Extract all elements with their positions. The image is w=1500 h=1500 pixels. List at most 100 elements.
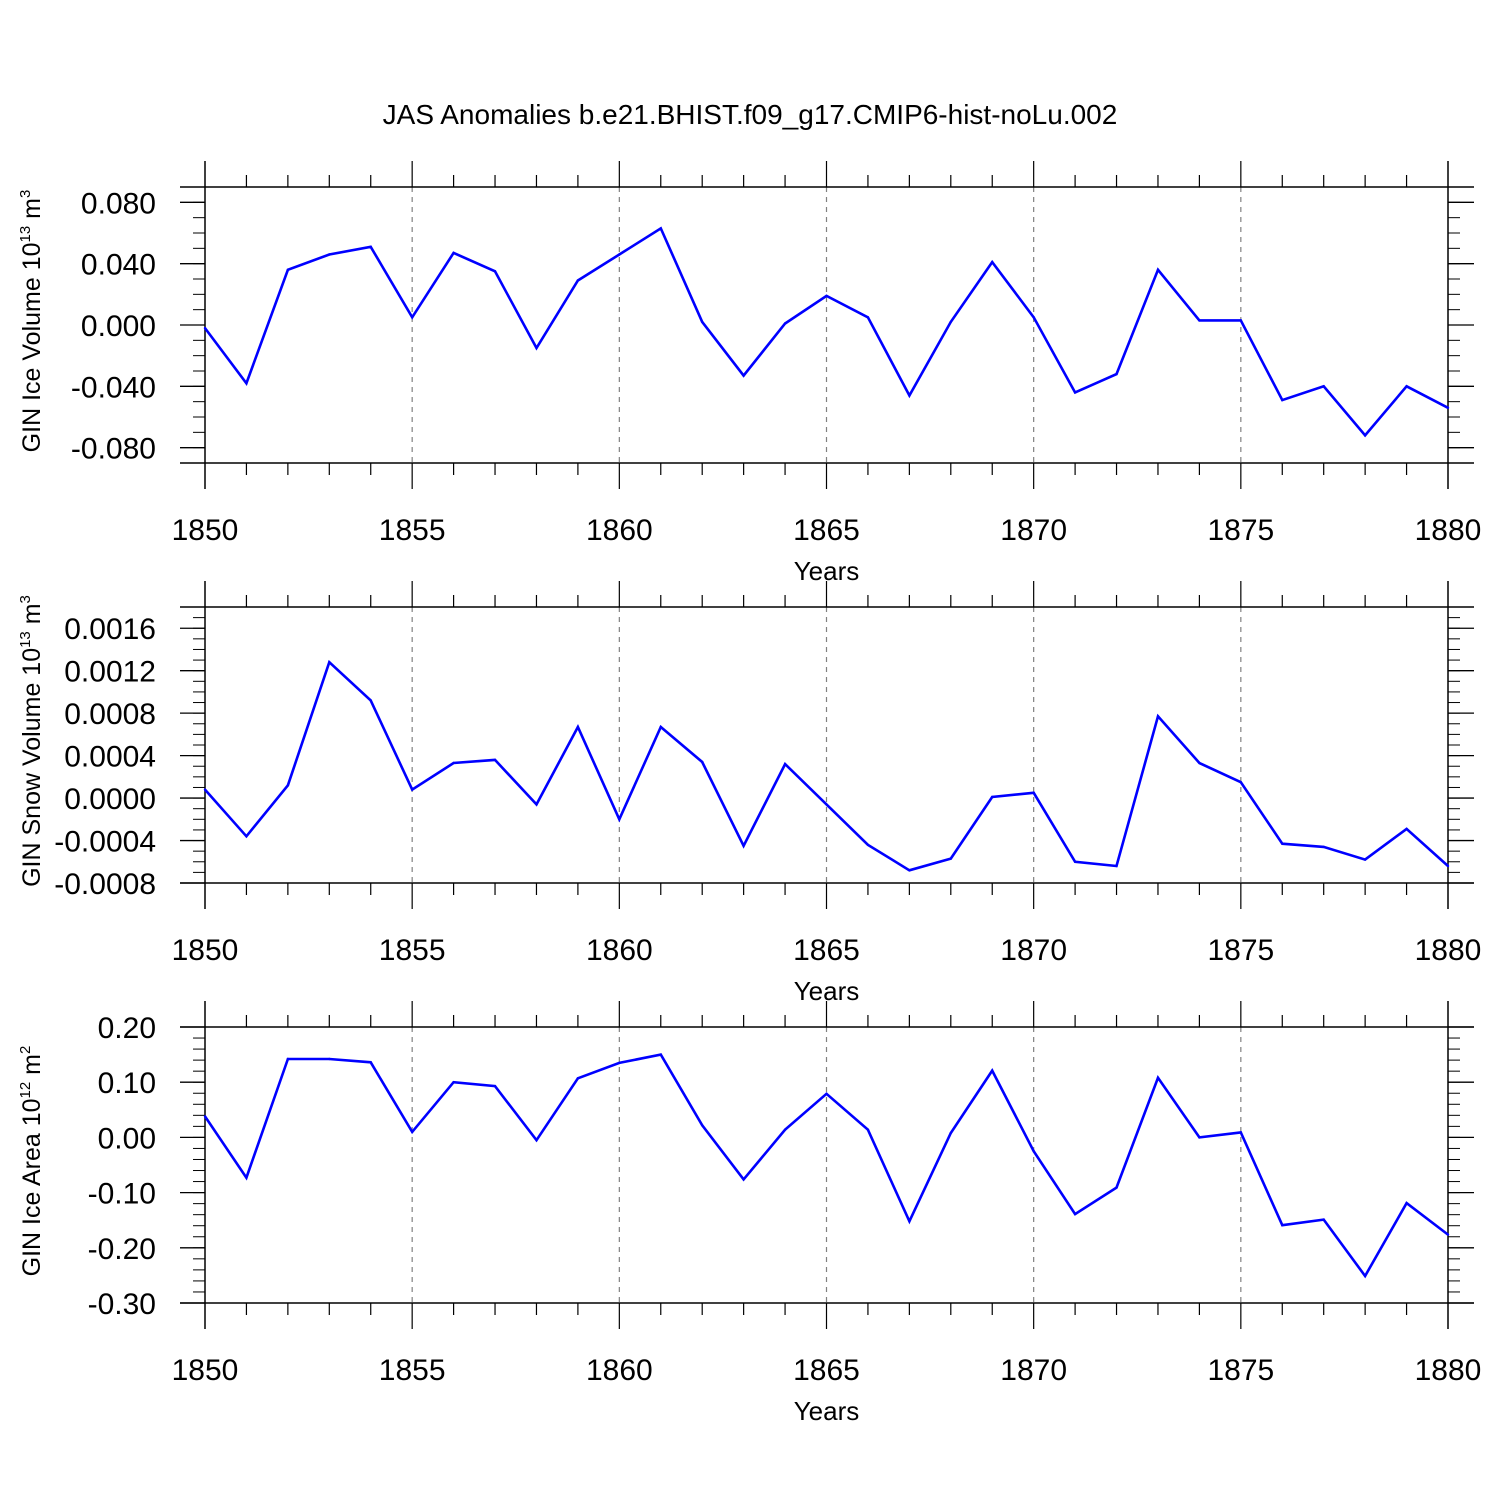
data-point — [908, 394, 911, 397]
data-point — [866, 316, 870, 319]
x-tick-label: 1875 — [1207, 934, 1274, 967]
data-point — [1115, 372, 1118, 376]
data-point — [1156, 715, 1160, 718]
data-point — [701, 320, 704, 324]
data-point — [535, 803, 538, 806]
data-point — [991, 1069, 994, 1072]
data-point — [452, 251, 455, 255]
y-axis-title: GIN Snow Volume 1013 m3 — [17, 595, 46, 887]
data-point — [701, 1124, 704, 1127]
data-point — [411, 1130, 414, 1134]
data-point — [1281, 842, 1284, 845]
data-point — [369, 1061, 372, 1064]
y-axis-title-main: GIN Ice Volume 10 — [18, 242, 46, 452]
x-tick-label: 1855 — [379, 1354, 446, 1387]
data-point — [576, 279, 580, 282]
data-point — [328, 1057, 331, 1061]
data-point — [825, 803, 828, 806]
data-point — [1322, 1218, 1325, 1221]
y-tick-label: 0.10 — [98, 1067, 156, 1100]
y-axis-title-unit: m — [18, 603, 46, 631]
data-point — [1198, 319, 1201, 322]
data-point — [1239, 781, 1243, 784]
data-point — [245, 382, 248, 385]
y-tick-label: 0.0004 — [64, 741, 156, 774]
y-tick-label: 0.20 — [98, 1012, 156, 1045]
data-point — [659, 1053, 662, 1056]
data-point — [493, 758, 497, 762]
x-tick-label: 1870 — [1000, 514, 1067, 547]
x-tick-label: 1850 — [172, 934, 239, 967]
data-point — [618, 818, 621, 821]
data-point — [493, 1084, 497, 1088]
data-point — [493, 270, 497, 273]
data-point — [618, 1061, 621, 1065]
data-point — [783, 762, 787, 766]
data-point — [203, 1115, 207, 1118]
data-point — [1073, 1212, 1077, 1216]
panel-3: 1850 1855 1860 1865 1870 1875 1880 0.20 0.10 0.00… — [17, 1001, 1481, 1426]
y-tick-label: 0.0000 — [64, 783, 156, 816]
x-tick-label: 1860 — [586, 934, 653, 967]
data-point — [1322, 385, 1325, 388]
data-point — [1073, 860, 1077, 863]
y-tick-label: -0.0004 — [54, 826, 156, 859]
x-axis-title: Years — [794, 1396, 860, 1426]
x-tick-label: 1875 — [1207, 1354, 1274, 1387]
y-tick-label: 0.040 — [81, 249, 156, 282]
data-point — [452, 1081, 455, 1084]
x-tick-label: 1880 — [1415, 514, 1482, 547]
x-tick-label: 1880 — [1415, 1354, 1482, 1387]
data-point — [1198, 761, 1201, 765]
y-axis-title-unit-exponent: 3 — [17, 595, 34, 603]
y-axis-title-main: GIN Snow Volume 10 — [18, 648, 46, 887]
y-axis-title: GIN Ice Area 1012 m2 — [17, 1046, 46, 1277]
data-point — [659, 227, 662, 230]
x-tick-label: 1870 — [1000, 934, 1067, 967]
panel-1: 1850 1855 1860 1865 1870 1875 1880 0.080 0.040 0.… — [17, 161, 1481, 586]
x-tick-label: 1870 — [1000, 1354, 1067, 1387]
y-tick-label: -0.20 — [88, 1233, 156, 1266]
y-axis-title-exponent: 13 — [17, 631, 34, 648]
x-tick-label: 1865 — [793, 934, 860, 967]
y-tick-label: 0.0016 — [64, 613, 156, 646]
data-point — [742, 374, 745, 377]
x-tick-label: 1860 — [586, 1354, 653, 1387]
y-tick-label: -0.080 — [71, 433, 156, 466]
data-point — [1115, 864, 1118, 868]
y-axis-title-unit-exponent: 2 — [17, 1046, 34, 1054]
x-tick-label: 1865 — [793, 514, 860, 547]
y-axis-title-exponent: 13 — [17, 226, 34, 243]
data-point — [659, 725, 662, 729]
data-point — [576, 1077, 580, 1080]
y-tick-label: -0.30 — [88, 1288, 156, 1321]
data-point — [1363, 434, 1367, 437]
data-point — [203, 326, 207, 330]
y-axis-title-main: GIN Ice Area 10 — [18, 1098, 46, 1276]
data-point — [452, 761, 455, 765]
data-point — [908, 1220, 911, 1223]
data-point — [1446, 864, 1450, 868]
data-point — [245, 835, 248, 838]
y-tick-label: -0.10 — [88, 1178, 156, 1211]
data-point — [1322, 845, 1325, 849]
x-tick-label: 1855 — [379, 514, 446, 547]
data-point — [1363, 858, 1367, 861]
x-tick-label: 1850 — [172, 514, 239, 547]
data-point — [535, 1139, 538, 1142]
data-point — [328, 661, 331, 664]
y-axis-title: GIN Ice Volume 1013 m3 — [17, 190, 46, 453]
data-point — [949, 1131, 952, 1135]
data-point — [411, 788, 414, 791]
data-point — [908, 869, 911, 872]
data-point — [1156, 1076, 1160, 1080]
data-point — [825, 294, 828, 298]
data-point — [1405, 385, 1408, 388]
y-axis-title-unit: m — [18, 1054, 46, 1082]
data-point — [991, 795, 994, 799]
data-point — [783, 1128, 787, 1131]
data-point — [783, 322, 787, 325]
data-point — [825, 1092, 828, 1096]
data-point — [411, 316, 414, 319]
data-point — [1446, 406, 1450, 409]
